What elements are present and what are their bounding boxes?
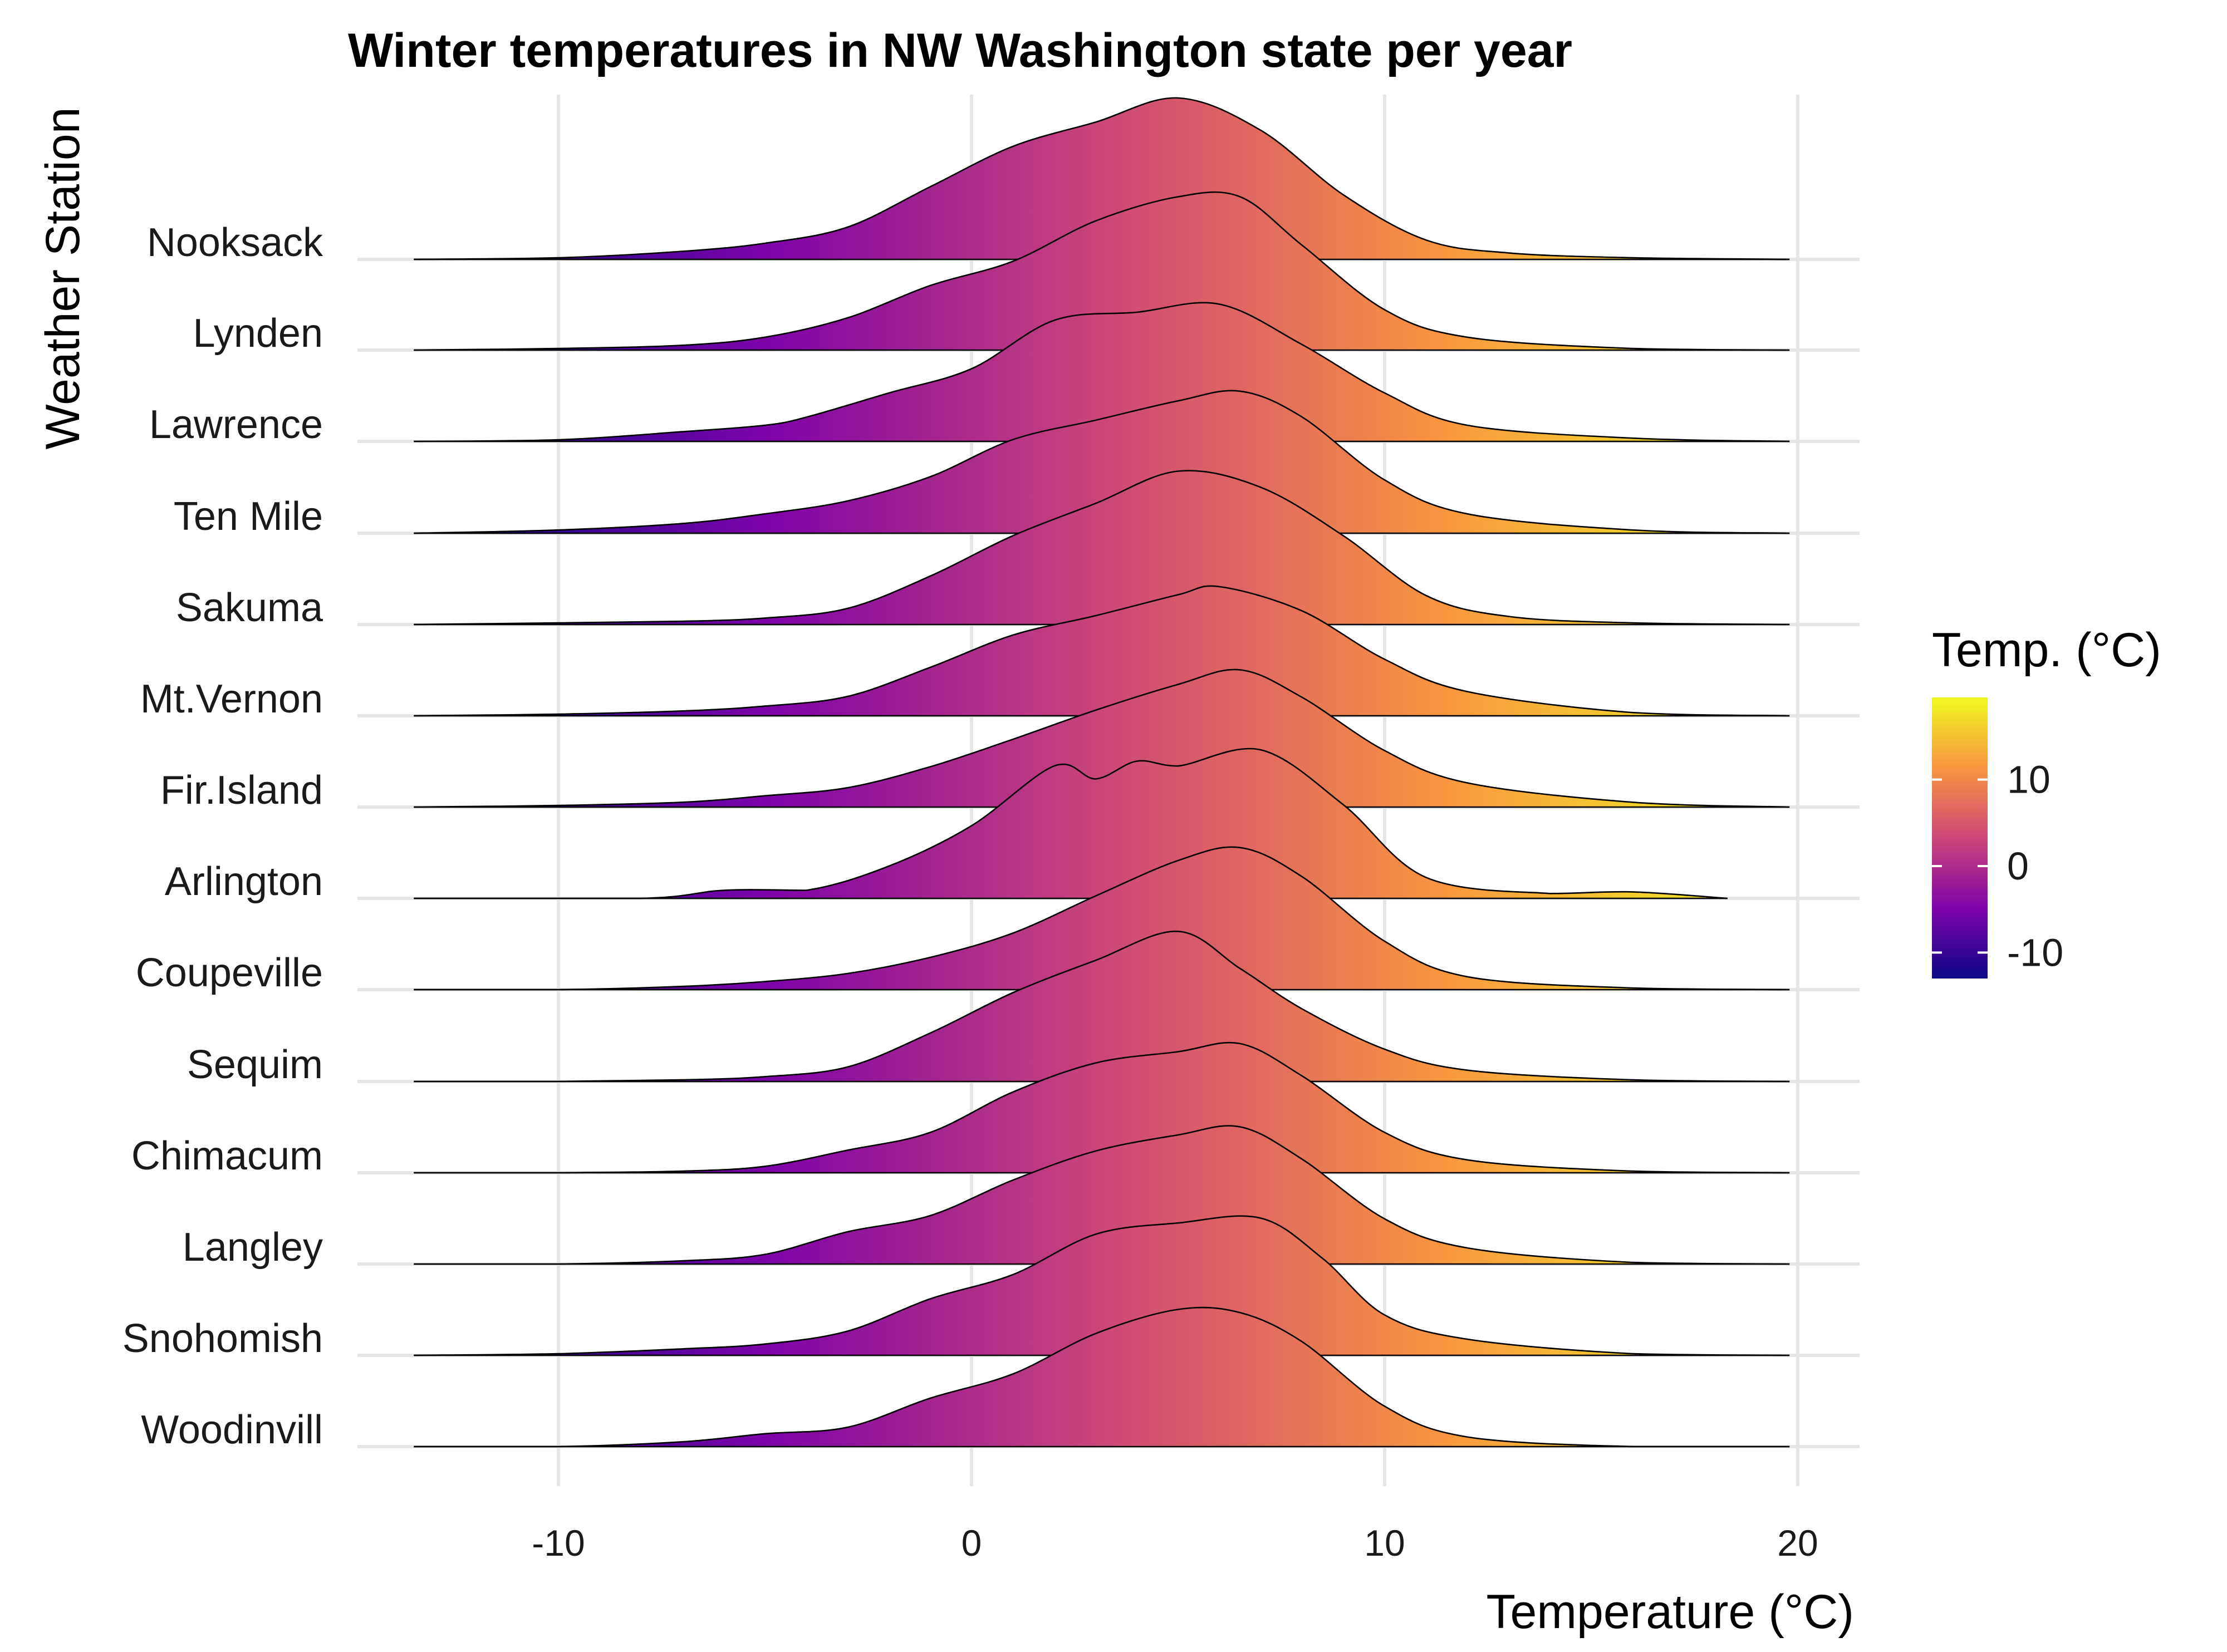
ridge-outline (414, 191, 1790, 351)
x-tick-label: -10 (532, 1522, 585, 1564)
station-labels: Nooksack Lynden Lawrence Ten Mile Sakuma Mt.V… (122, 220, 323, 1452)
station-label: Lawrence (149, 402, 323, 447)
ridge-outline (414, 585, 1790, 717)
ridge-area (414, 97, 1790, 259)
station-label: Sequim (187, 1043, 323, 1087)
ridge-outline (414, 1125, 1790, 1265)
ridge-area (414, 192, 1790, 350)
ridge-area (414, 470, 1790, 625)
x-tick-label: 10 (1364, 1522, 1405, 1564)
ridge-outline (414, 390, 1790, 534)
ridge-area (414, 931, 1790, 1081)
station-label: Arlington (165, 859, 323, 904)
ridge-outline (414, 302, 1790, 442)
legend-tick-label: -10 (2007, 931, 2063, 974)
x-tick-label: 20 (1777, 1522, 1818, 1564)
station-label: Mt.Vernon (140, 677, 323, 721)
ridge-outline (414, 97, 1790, 260)
ridge-area (414, 847, 1790, 990)
ridge-area (414, 390, 1790, 533)
ridge-area (414, 302, 1790, 441)
station-label: Fir.Island (160, 768, 323, 813)
ridge-outline (414, 748, 1728, 899)
station-label: Nooksack (147, 220, 323, 265)
ridge-area (414, 1125, 1790, 1264)
station-label: Chimacum (131, 1134, 323, 1178)
legend-tick-label: 0 (2007, 844, 2029, 888)
station-label: Lynden (193, 311, 323, 356)
ridge-outline (414, 846, 1790, 991)
ridge-outline (414, 668, 1790, 808)
station-label: Coupeville (136, 951, 323, 995)
ridge-area (414, 748, 1728, 898)
ridge-outline (414, 1041, 1790, 1174)
ridge-woodinvill (414, 1306, 1790, 1448)
x-axis-title: Temperature (°C) (1487, 1585, 1854, 1639)
ridge-arlington (414, 748, 1728, 899)
legend-ticks: 10 0 -10 (1932, 758, 2063, 974)
ridge-area (414, 669, 1790, 807)
x-tick-label: 0 (962, 1522, 982, 1564)
x-axis-ticks: -10 0 10 20 (532, 1522, 1818, 1564)
station-label: Ten Mile (174, 494, 323, 539)
ridge-outline (414, 930, 1790, 1083)
ridge-area (414, 1216, 1790, 1355)
ridge-outline (414, 1215, 1790, 1356)
ridge-area (414, 1043, 1790, 1173)
chart-title: Winter temperatures in NW Washington sta… (348, 24, 1572, 77)
station-label: Langley (183, 1225, 323, 1270)
y-axis-title: Weather Station (36, 107, 90, 449)
ridge-outline (414, 1306, 1790, 1448)
legend-tick-label: 10 (2007, 758, 2051, 802)
station-label: Woodinvill (141, 1408, 323, 1452)
legend-title: Temp. (°C) (1932, 623, 2161, 677)
ridge-outline (414, 470, 1790, 626)
station-label: Sakuma (176, 586, 323, 630)
station-label: Snohomish (122, 1316, 323, 1361)
ridge-area (414, 586, 1790, 716)
color-legend: Temp. (°C) 10 0 -10 (1932, 623, 2161, 979)
ridge-series (414, 97, 1790, 1448)
legend-colorbar (1932, 697, 1988, 979)
ridge-area (414, 1307, 1790, 1447)
